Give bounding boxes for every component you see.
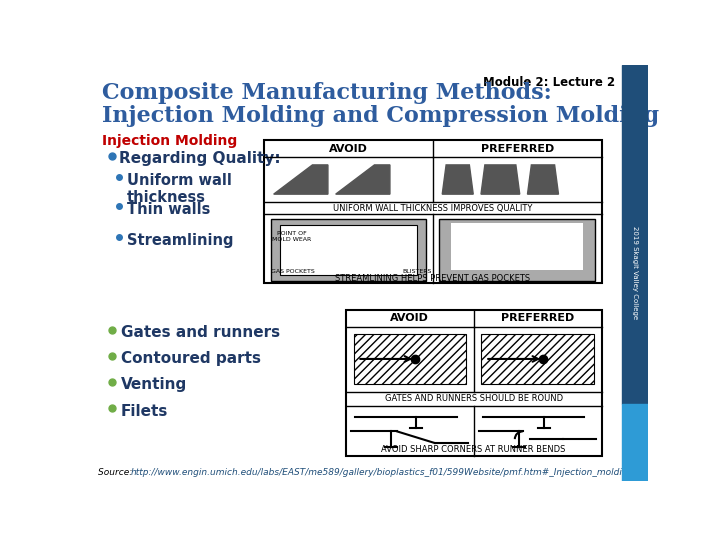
Text: STREAMLINING HELPS PREVENT GAS POCKETS: STREAMLINING HELPS PREVENT GAS POCKETS	[336, 274, 531, 282]
Bar	[482, 334, 594, 384]
Bar	[280, 225, 417, 275]
Text: Gates and runners: Gates and runners	[121, 325, 280, 340]
Text: PREFERRED: PREFERRED	[501, 313, 574, 323]
Bar	[264, 140, 601, 283]
Text: AVOID: AVOID	[329, 144, 368, 154]
Text: Thin walls: Thin walls	[127, 202, 210, 217]
Bar	[354, 334, 466, 384]
Text: AVOID SHARP CORNERS AT RUNNER BENDS: AVOID SHARP CORNERS AT RUNNER BENDS	[382, 446, 566, 454]
Text: Injection Molding: Injection Molding	[102, 134, 237, 148]
Bar	[451, 224, 583, 271]
Text: GATES AND RUNNERS SHOULD BE ROUND: GATES AND RUNNERS SHOULD BE ROUND	[384, 395, 563, 403]
Polygon shape	[336, 165, 390, 194]
Text: Regarding Quality:: Regarding Quality:	[119, 151, 280, 166]
Text: Streamlining: Streamlining	[127, 233, 234, 248]
Text: AVOID: AVOID	[390, 313, 429, 323]
Text: PREFERRED: PREFERRED	[480, 144, 554, 154]
Text: GAS POCKETS: GAS POCKETS	[271, 269, 315, 274]
Text: 2019 Skagit Valley College: 2019 Skagit Valley College	[632, 226, 638, 319]
Text: BLISTERS: BLISTERS	[402, 269, 431, 274]
Text: Contoured parts: Contoured parts	[121, 351, 261, 366]
Polygon shape	[274, 165, 328, 194]
Text: Module 2: Lecture 2: Module 2: Lecture 2	[483, 76, 616, 89]
Polygon shape	[481, 165, 520, 194]
Text: Injection Molding and Compression Molding: Injection Molding and Compression Moldin…	[102, 105, 659, 127]
Bar	[346, 309, 601, 456]
Bar	[439, 219, 595, 281]
Text: UNIFORM WALL THICKNESS IMPROVES QUALITY: UNIFORM WALL THICKNESS IMPROVES QUALITY	[333, 204, 533, 213]
Text: Venting: Venting	[121, 377, 187, 393]
Bar	[621, 65, 648, 403]
Text: http://www.engin.umich.edu/labs/EAST/me589/gallery/bioplastics_f01/599Website/pm: http://www.engin.umich.edu/labs/EAST/me5…	[130, 468, 634, 477]
Bar	[271, 219, 426, 281]
Text: POINT OF
MOLD WEAR: POINT OF MOLD WEAR	[272, 231, 311, 242]
Polygon shape	[528, 165, 559, 194]
Text: Composite Manufacturing Methods:: Composite Manufacturing Methods:	[102, 82, 552, 104]
Text: Uniform wall
thickness: Uniform wall thickness	[127, 173, 232, 205]
Text: Source:: Source:	[98, 468, 135, 477]
Text: Filets: Filets	[121, 403, 168, 418]
Bar	[621, 403, 648, 481]
Polygon shape	[442, 165, 473, 194]
